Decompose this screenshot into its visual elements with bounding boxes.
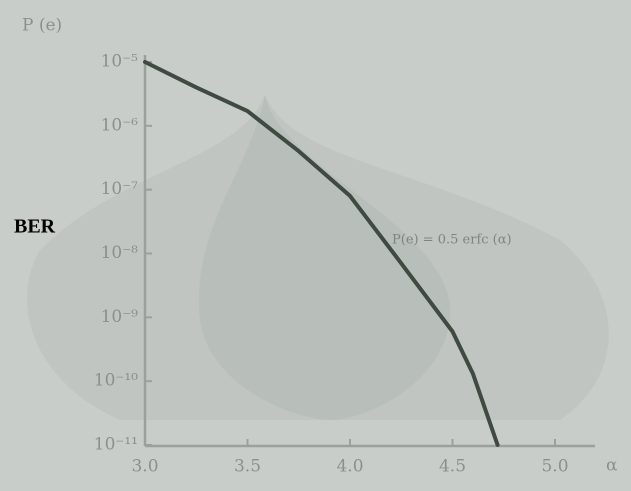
side-label: BER <box>14 216 56 238</box>
y-tick-label: 10⁻⁹ <box>101 307 139 327</box>
y-axis-title: P (e) <box>22 16 62 36</box>
chart: P (e) BER α P(e) = 0.5 erfc (α) 10⁻⁵ 10⁻⁶… <box>0 0 631 491</box>
y-tick-label: 10⁻¹⁰ <box>94 371 138 391</box>
y-tick-label: 10⁻⁵ <box>101 52 139 72</box>
x-tick-label: 4.0 <box>336 457 363 477</box>
y-tick-label: 10⁻⁶ <box>101 115 139 135</box>
annotation: P(e) = 0.5 erfc (α) <box>392 233 512 248</box>
y-tick-label: 10⁻⁸ <box>101 243 139 263</box>
x-tick-label: 4.5 <box>439 457 466 477</box>
x-tick-label: 3.0 <box>131 457 158 477</box>
x-axis-title: α <box>606 456 618 476</box>
y-tick-label: 10⁻⁷ <box>101 179 139 199</box>
y-tick-label: 10⁻¹¹ <box>94 435 138 455</box>
x-tick-label: 3.5 <box>234 457 261 477</box>
x-tick-label: 5.0 <box>541 457 568 477</box>
